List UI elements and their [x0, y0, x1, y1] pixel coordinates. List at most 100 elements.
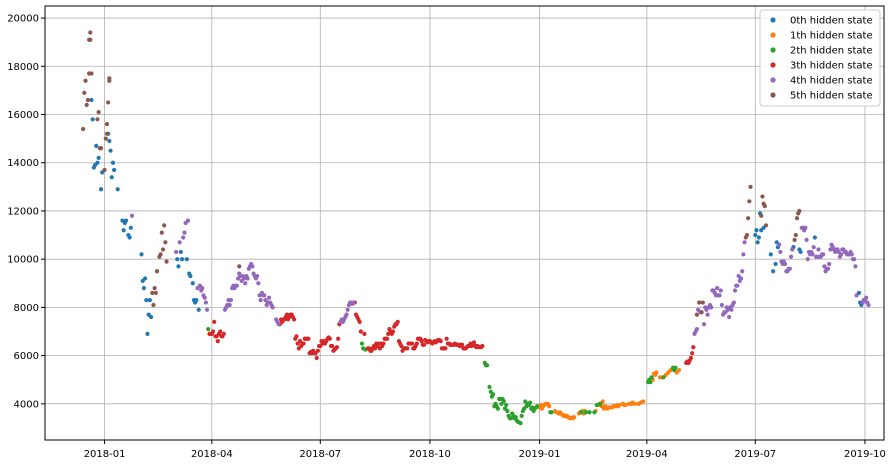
- data-point: [359, 341, 365, 346]
- data-point: [148, 314, 154, 320]
- data-point: [778, 249, 783, 255]
- data-point: [162, 223, 167, 228]
- data-point: [384, 336, 390, 341]
- data-point: [747, 199, 752, 204]
- data-point: [85, 97, 90, 103]
- series-2: [206, 326, 678, 426]
- data-point: [821, 252, 826, 257]
- data-point: [255, 273, 260, 279]
- data-point: [395, 319, 400, 324]
- data-point: [358, 329, 363, 334]
- data-point: [158, 252, 163, 257]
- data-point: [805, 257, 810, 262]
- data-point: [104, 122, 110, 127]
- legend: 0th hidden state 1th hidden state 2th hidd…: [759, 9, 881, 107]
- data-point: [592, 410, 597, 415]
- data-point: [262, 293, 267, 298]
- data-point: [755, 240, 760, 245]
- data-point: [154, 269, 160, 274]
- data-point: [362, 331, 367, 337]
- data-point: [648, 380, 653, 385]
- data-point: [735, 283, 740, 288]
- data-point: [390, 329, 396, 334]
- data-point: [106, 100, 111, 105]
- data-point: [128, 225, 133, 230]
- data-point: [336, 336, 341, 341]
- data-point: [87, 71, 92, 76]
- data-point: [179, 257, 185, 262]
- data-point: [691, 345, 696, 350]
- data-point: [345, 307, 350, 312]
- data-point: [754, 228, 759, 233]
- data-point: [438, 339, 443, 344]
- data-point: [177, 240, 182, 245]
- data-point: [96, 109, 101, 115]
- data-point: [854, 293, 859, 298]
- data-point: [202, 295, 207, 300]
- data-point: [694, 326, 699, 332]
- data-point: [409, 341, 415, 346]
- data-point: [709, 305, 714, 310]
- data-point: [203, 300, 208, 305]
- y-tick-label: 8000: [14, 303, 39, 314]
- data-point: [527, 400, 533, 405]
- data-point: [237, 264, 242, 269]
- legend-marker: [770, 47, 776, 53]
- y-tick-label: 20000: [7, 14, 39, 25]
- data-point: [460, 342, 465, 347]
- data-point: [88, 30, 93, 35]
- data-point: [811, 245, 816, 250]
- data-point: [519, 413, 524, 418]
- data-point: [753, 232, 758, 238]
- data-point: [718, 288, 723, 293]
- data-point: [144, 298, 149, 303]
- data-point: [719, 302, 725, 308]
- data-point: [89, 97, 94, 103]
- data-point: [471, 340, 477, 345]
- data-point: [90, 117, 95, 122]
- data-point: [200, 286, 205, 291]
- data-point: [276, 322, 281, 327]
- data-point: [153, 290, 158, 296]
- data-point: [803, 225, 808, 230]
- plot-frame: [44, 5, 885, 441]
- data-point: [763, 223, 769, 228]
- y-tick-label: 14000: [7, 158, 39, 169]
- data-point: [812, 235, 817, 240]
- data-point: [314, 355, 319, 361]
- data-point: [746, 216, 751, 221]
- data-point: [206, 326, 211, 332]
- data-point: [744, 232, 750, 238]
- data-point: [227, 302, 232, 308]
- data-point: [228, 298, 234, 303]
- series-4: [129, 213, 871, 337]
- y-tick-label: 10000: [7, 255, 39, 266]
- data-point: [110, 160, 116, 165]
- y-tick-label: 4000: [14, 399, 39, 410]
- data-point: [175, 257, 180, 262]
- data-point: [334, 345, 340, 350]
- data-point: [688, 355, 694, 361]
- data-point: [176, 264, 181, 269]
- x-tick-label: 2019-04: [626, 449, 668, 460]
- x-tick-label: 2019-10: [844, 449, 886, 460]
- data-point: [623, 402, 628, 408]
- data-point: [572, 414, 577, 420]
- data-point: [159, 230, 164, 235]
- data-point: [145, 331, 150, 337]
- data-point: [741, 252, 746, 257]
- x-tick-label: 2018-10: [409, 449, 451, 460]
- data-point: [245, 276, 250, 281]
- data-point: [258, 298, 263, 303]
- data-point: [414, 341, 419, 346]
- legend-label: 4th hidden state: [790, 76, 873, 87]
- data-point: [327, 336, 332, 341]
- data-point: [294, 334, 299, 339]
- data-point: [344, 312, 349, 317]
- data-point: [852, 257, 857, 262]
- data-point: [518, 421, 523, 426]
- data-point: [127, 235, 132, 240]
- data-point: [782, 261, 788, 267]
- data-point: [190, 281, 195, 286]
- data-point: [773, 261, 778, 267]
